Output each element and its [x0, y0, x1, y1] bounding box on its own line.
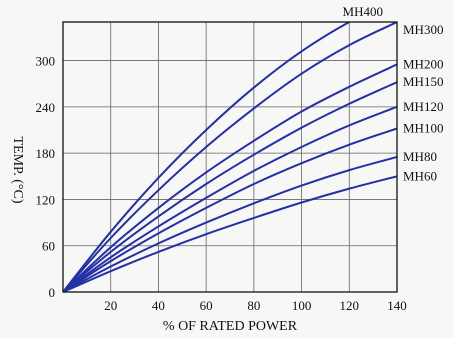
x-tick-label: 60 — [200, 298, 213, 313]
series-lines — [63, 0, 397, 292]
series-label-mh150: MH150 — [403, 74, 443, 89]
y-tick-label: 240 — [36, 100, 56, 115]
series-label-mh300: MH300 — [403, 22, 443, 37]
series-label-mh200: MH200 — [403, 56, 443, 71]
y-tick-label: 180 — [36, 146, 56, 161]
series-label-mh80: MH80 — [403, 149, 437, 164]
x-tick-label: 100 — [292, 298, 312, 313]
y-tick-label: 0 — [49, 285, 56, 300]
y-tick-label: 60 — [42, 239, 55, 254]
series-labels: MH400 MH300 MH200 MH150 MH120 MH100 MH80 MH60 — [343, 4, 444, 183]
x-tick-label: 120 — [340, 298, 360, 313]
series-label-mh120: MH120 — [403, 99, 443, 114]
y-axis-title: TEMP. (°C) — [10, 136, 25, 203]
series-label-mh60: MH60 — [403, 168, 437, 183]
series-label-mh100: MH100 — [403, 120, 443, 135]
x-tick-label: 20 — [104, 298, 117, 313]
x-tick-label: 40 — [152, 298, 165, 313]
series-line-mh200 — [63, 64, 397, 292]
y-tick-label: 300 — [36, 54, 56, 69]
x-tick-label: 140 — [387, 298, 407, 313]
x-tick-label: 80 — [247, 298, 260, 313]
series-label-mh400: MH400 — [343, 4, 383, 19]
y-tick-label: 120 — [36, 192, 56, 207]
x-axis-title: % OF RATED POWER — [163, 319, 298, 334]
series-line-mh80 — [63, 157, 397, 292]
